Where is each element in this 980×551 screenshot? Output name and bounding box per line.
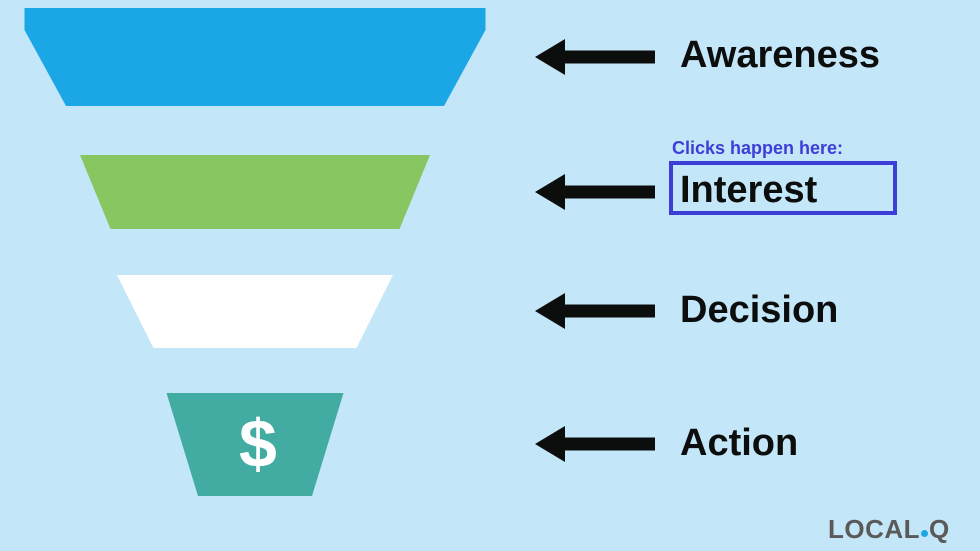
funnel-shape [0,0,980,551]
arrow-1 [535,174,655,210]
stage-label-awareness: Awareness [680,34,880,77]
funnel-stage-0 [25,8,486,106]
highlight-box [669,161,897,215]
arrow-3 [535,426,655,462]
arrow-0 [535,39,655,75]
brand-logo: LOCAL Q [828,514,950,545]
funnel-stage-2 [117,275,393,348]
annotation-text: Clicks happen here: [672,138,843,159]
funnel-stage-1 [80,155,430,229]
brand-prefix: LOCAL [828,514,920,544]
stage-label-action: Action [680,422,798,465]
brand-dot-icon [921,530,928,537]
funnel-diagram: AwarenessInterestDecisionActionClicks ha… [0,0,980,551]
brand-suffix: Q [929,514,950,544]
arrow-2 [535,293,655,329]
dollar-icon: $ [239,405,277,483]
stage-label-decision: Decision [680,289,838,332]
